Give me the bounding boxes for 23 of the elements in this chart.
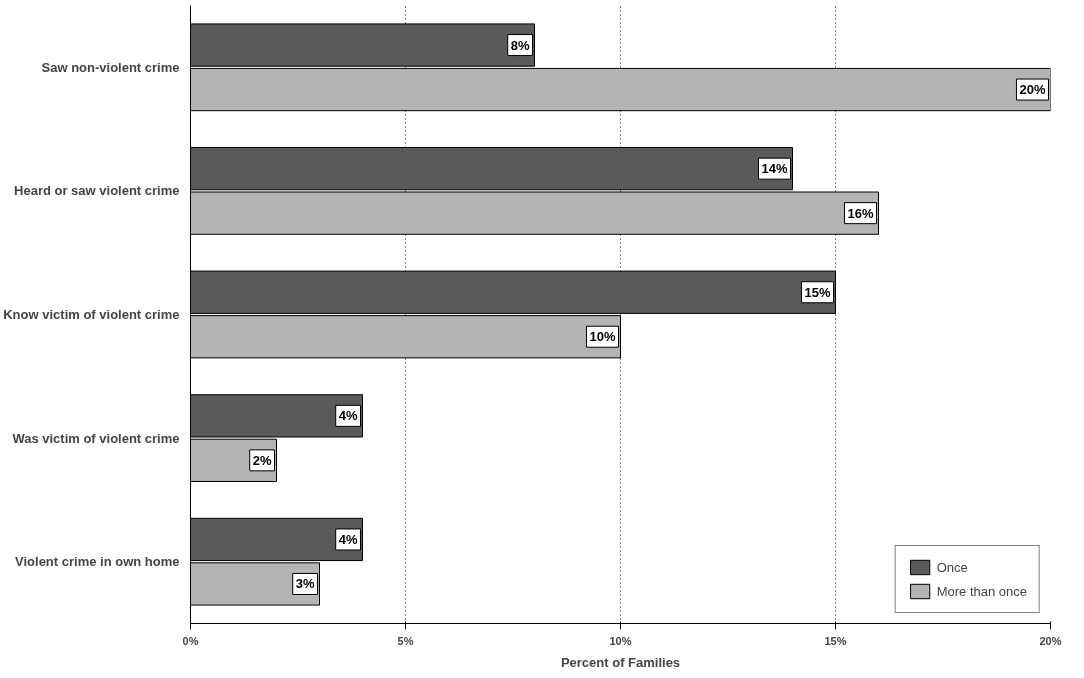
x-tick-label: 20% bbox=[1039, 634, 1062, 647]
data-label: 3% bbox=[295, 576, 315, 592]
x-tick-label: 5% bbox=[397, 634, 414, 647]
x-tick-label: 10% bbox=[609, 634, 632, 647]
y-tick-label: Was victim of violent crime bbox=[12, 430, 180, 446]
data-label: 2% bbox=[252, 452, 272, 468]
y-tick-label: Know victim of violent crime bbox=[3, 307, 180, 322]
y-tick-label: Violent crime in own home bbox=[15, 554, 180, 570]
data-label: 4% bbox=[338, 408, 358, 424]
x-axis-title: Percent of Families bbox=[560, 654, 681, 670]
legend-label: Once bbox=[936, 559, 968, 575]
data-label: 16% bbox=[847, 205, 874, 221]
data-label: 4% bbox=[338, 531, 358, 547]
x-tick-label: 0% bbox=[182, 634, 199, 647]
data-label: 14% bbox=[761, 161, 788, 177]
data-label: 20% bbox=[1019, 82, 1046, 98]
data-label: 10% bbox=[589, 329, 616, 345]
data-label: 8% bbox=[510, 37, 530, 53]
y-tick-label: Heard or saw violent crime bbox=[14, 183, 180, 199]
y-tick-label: Saw non-violent crime bbox=[41, 59, 180, 75]
data-label: 15% bbox=[804, 284, 831, 300]
legend-label: More than once bbox=[936, 583, 1027, 599]
x-tick-label: 15% bbox=[824, 634, 847, 647]
